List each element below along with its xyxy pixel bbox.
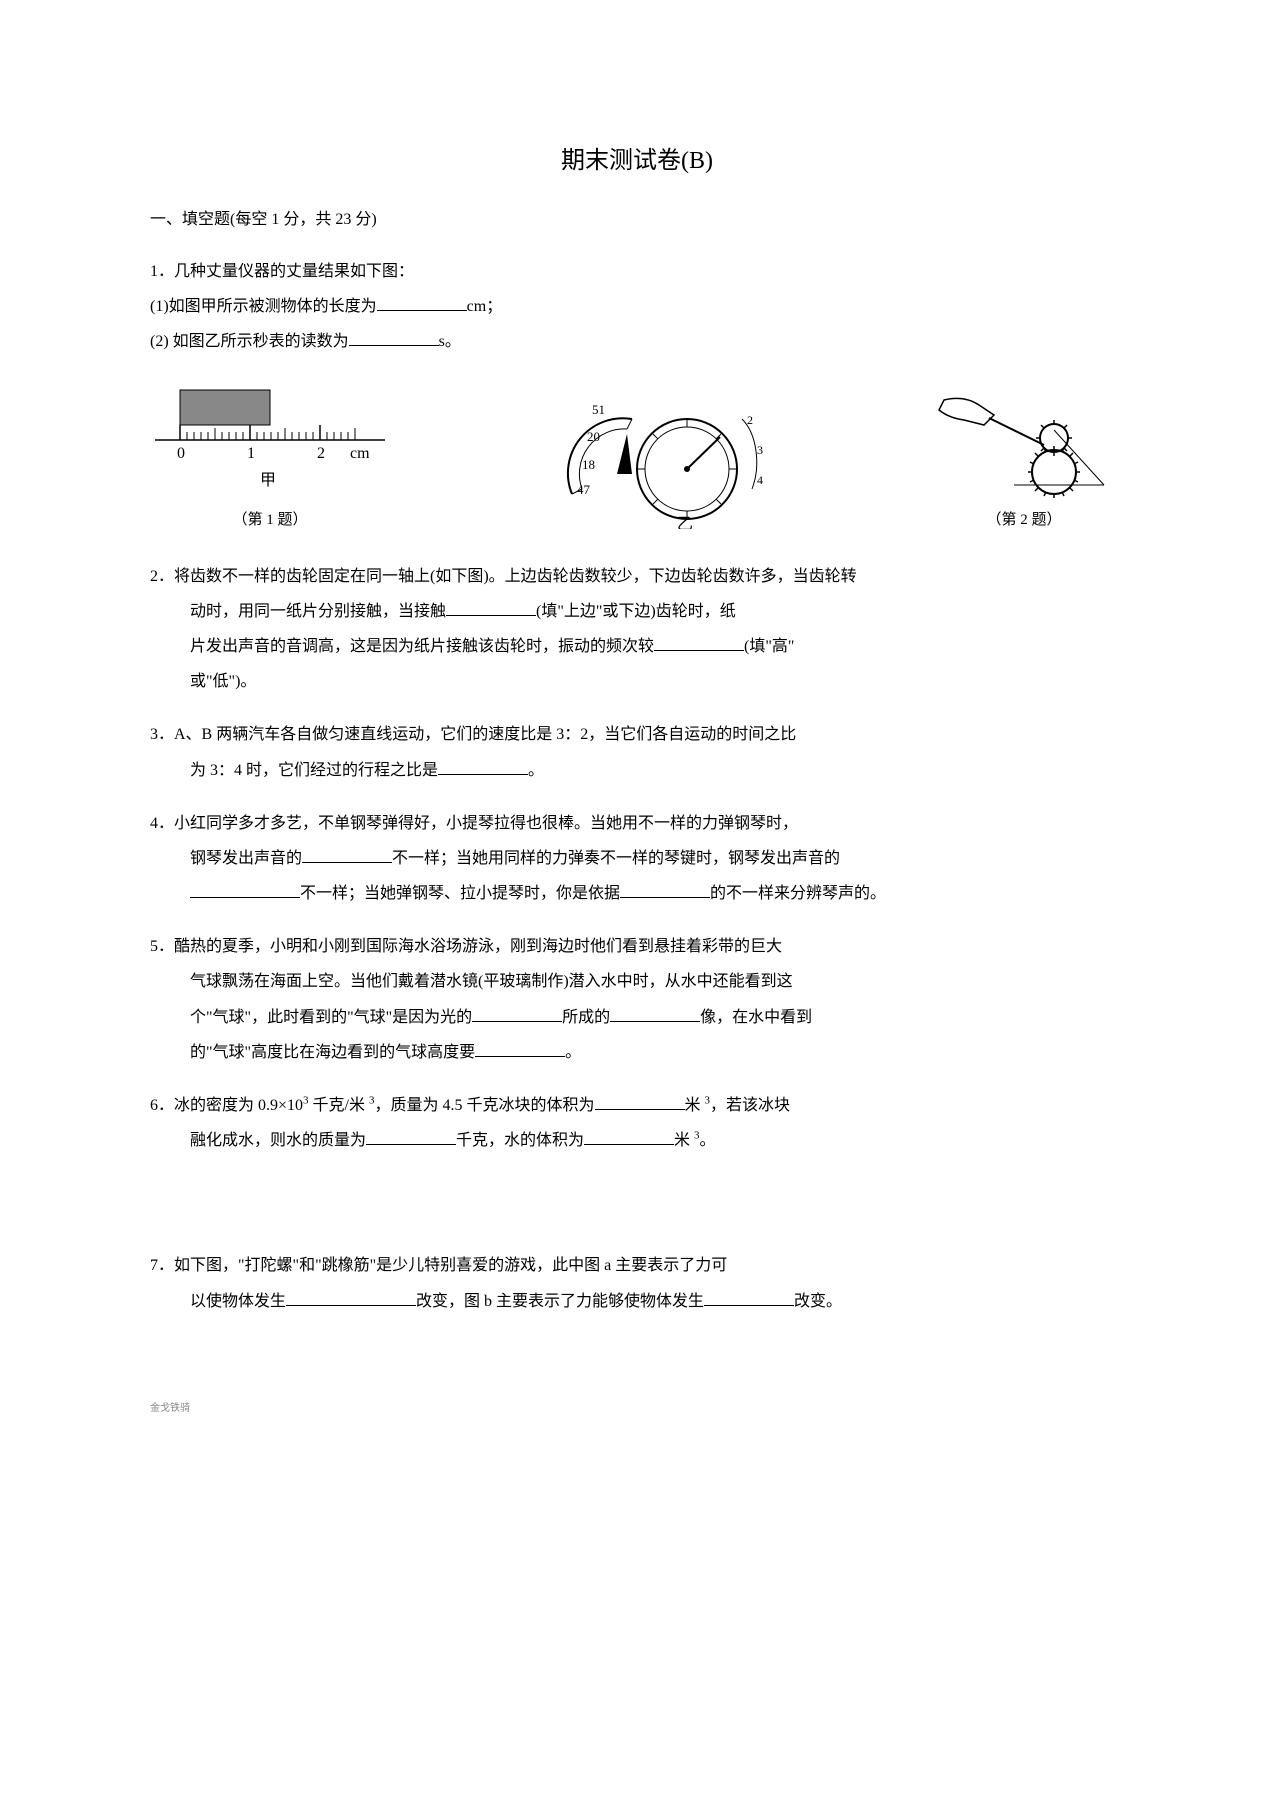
blank [286, 1288, 416, 1306]
footer: 金戈铁骑 [150, 1399, 1124, 1414]
blank [475, 1039, 565, 1057]
svg-text:4: 4 [757, 473, 763, 487]
svg-text:1: 1 [247, 445, 255, 462]
question-4: 4．小红同学多才多艺，不单钢琴弹得好，小提琴拉得也很棒。当她用不一样的力弹钢琴时… [150, 806, 1124, 912]
blank [654, 633, 744, 651]
question-7: 7．如下图，"打陀螺"和"跳橡筋"是少儿特别喜爱的游戏，此中图 a 主要表示了力… [150, 1248, 1124, 1318]
q4-line2: 钢琴发出声音的不一样；当她用同样的力弹奏不一样的琴键时，钢琴发出声音的 [150, 841, 1124, 876]
question-6: 6．冰的密度为 0.9×103 千克/米 3，质量为 4.5 千克冰块的体积为米… [150, 1088, 1124, 1158]
q4-line3: 不一样；当她弹钢琴、拉小提琴时，你是依据的不一样来分辨琴声的。 [150, 876, 1124, 911]
q5-line4: 的"气球"高度比在海边看到的气球高度要。 [150, 1035, 1124, 1070]
svg-text:2: 2 [317, 445, 325, 462]
q5-line1: 5．酷热的夏季，小明和小刚到国际海水浴场游泳，刚到海边时他们看到悬挂着彩带的巨大 [150, 929, 1124, 964]
figure-ruler: 0 1 2 cm 甲 （第 1 题） [150, 380, 390, 529]
svg-text:18: 18 [582, 457, 595, 472]
q1-part2-pre: (2) 如图乙所示秒表的读数为 [150, 333, 349, 350]
q3-line1: 3．A、B 两辆汽车各自做匀速直线运动，它们的速度比是 3：2，当它们各自运动的… [150, 717, 1124, 752]
svg-text:乙: 乙 [677, 516, 693, 529]
q1-part2: (2) 如图乙所示秒表的读数为 s。 [150, 324, 1124, 359]
svg-text:2: 2 [747, 413, 753, 427]
q1-part1: (1)如图甲所示被测物体的长度为 cm； [150, 289, 1124, 324]
fig1-caption: （第 1 题） [232, 508, 307, 529]
svg-text:甲: 甲 [260, 472, 276, 489]
blank [620, 880, 710, 898]
q5-line2: 气球飘荡在海面上空。当他们戴着潜水镜(平玻璃制作)潜入水中时，从水中还能看到这 [150, 964, 1124, 999]
q6-line2: 融化成水，则水的质量为千克，水的体积为米 3。 [150, 1123, 1124, 1158]
question-3: 3．A、B 两辆汽车各自做匀速直线运动，它们的速度比是 3：2，当它们各自运动的… [150, 717, 1124, 787]
blank [610, 1004, 700, 1022]
exam-title: 期末测试卷(B) [150, 140, 1124, 175]
svg-text:51: 51 [592, 402, 605, 417]
svg-text:47: 47 [577, 482, 591, 497]
ruler-svg: 0 1 2 cm 甲 [150, 380, 390, 500]
stopwatch-svg: 51 20 18 47 2 3 4 乙 [542, 399, 772, 529]
q2-line3: 片发出声音的音调高，这是因为纸片接触该齿轮时，振动的频次较(填"高" [150, 629, 1124, 664]
blank [302, 845, 392, 863]
blank [190, 880, 300, 898]
section-header: 一、填空题(每空 1 分，共 23 分) [150, 205, 1124, 229]
q6-line1: 6．冰的密度为 0.9×103 千克/米 3，质量为 4.5 千克冰块的体积为米… [150, 1088, 1124, 1123]
fig2-caption: （第 2 题） [986, 508, 1061, 529]
blank [377, 293, 467, 311]
q2-line4: 或"低")。 [150, 664, 1124, 699]
figures-row: 0 1 2 cm 甲 （第 1 题） 51 20 18 47 [150, 380, 1124, 529]
q4-line1: 4．小红同学多才多艺，不单钢琴弹得好，小提琴拉得也很棒。当她用不一样的力弹钢琴时… [150, 806, 1124, 841]
q2-line2: 动时，用同一纸片分别接触，当接触(填"上边"或下边)齿轮时，纸 [150, 594, 1124, 629]
figure-stopwatch: 51 20 18 47 2 3 4 乙 [542, 399, 772, 529]
svg-text:0: 0 [177, 445, 185, 462]
q5-line3: 个"气球"，此时看到的"气球"是因为光的所成的像，在水中看到 [150, 1000, 1124, 1035]
q3-line2: 为 3：4 时，它们经过的行程之比是。 [150, 753, 1124, 788]
question-2: 2．将齿数不一样的齿轮固定在同一轴上(如下图)。上边齿轮齿数较少，下边齿轮齿数许… [150, 559, 1124, 700]
blank [349, 328, 439, 346]
blank [595, 1092, 685, 1110]
blank [438, 757, 528, 775]
question-5: 5．酷热的夏季，小明和小刚到国际海水浴场游泳，刚到海边时他们看到悬挂着彩带的巨大… [150, 929, 1124, 1070]
svg-text:20: 20 [587, 429, 600, 444]
blank [472, 1004, 562, 1022]
blank [584, 1127, 674, 1145]
figure-gears: （第 2 题） [924, 390, 1124, 529]
gears-svg [924, 390, 1124, 500]
q1-part1-post: cm； [467, 298, 503, 315]
q1-stem: 1．几种丈量仪器的丈量结果如下图： [150, 254, 1124, 289]
svg-text:cm: cm [350, 445, 370, 462]
blank [446, 598, 536, 616]
blank [704, 1288, 794, 1306]
q1-part1-pre: (1)如图甲所示被测物体的长度为 [150, 298, 377, 315]
svg-text:3: 3 [757, 443, 763, 457]
question-1: 1．几种丈量仪器的丈量结果如下图： (1)如图甲所示被测物体的长度为 cm； (2… [150, 254, 1124, 360]
q7-line1: 7．如下图，"打陀螺"和"跳橡筋"是少儿特别喜爱的游戏，此中图 a 主要表示了力… [150, 1248, 1124, 1283]
blank [366, 1127, 456, 1145]
q7-line2: 以使物体发生改变，图 b 主要表示了力能够使物体发生改变。 [150, 1284, 1124, 1319]
q2-line1: 2．将齿数不一样的齿轮固定在同一轴上(如下图)。上边齿轮齿数较少，下边齿轮齿数许… [150, 559, 1124, 594]
q1-part2-post: s。 [439, 333, 461, 350]
